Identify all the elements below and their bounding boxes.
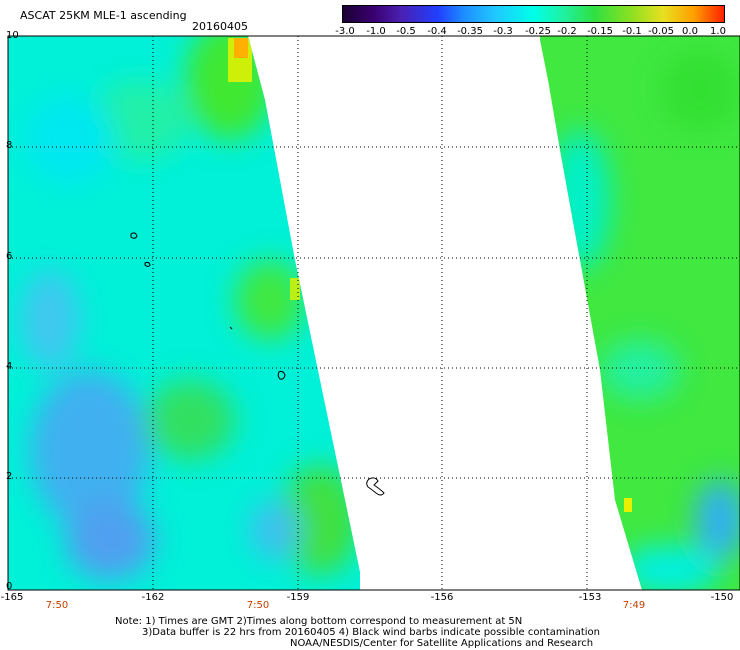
y-tick-label: 4 <box>6 361 13 372</box>
note-line-1: Note: 1) Times are GMT 2)Times along bot… <box>115 616 523 627</box>
colorbar-label: -0.2 <box>557 26 577 37</box>
y-tick-label: 10 <box>6 30 19 41</box>
note-line-2: 3)Data buffer is 22 hrs from 20160405 4)… <box>142 627 600 638</box>
colorbar-label: -3.0 <box>335 26 355 37</box>
x-tick-label: -153 <box>578 592 602 603</box>
x-tick-label: -162 <box>141 592 165 603</box>
time-label: 7:50 <box>45 600 69 611</box>
colorbar-label: -0.4 <box>427 26 447 37</box>
colorbar-label: 1.0 <box>710 26 726 37</box>
y-tick-label: 6 <box>6 251 13 262</box>
plot-frame <box>7 35 740 591</box>
note-line-3: NOAA/NESDIS/Center for Satellite Applica… <box>290 638 594 649</box>
colorbar-label: 0.0 <box>682 26 698 37</box>
colorbar-label: -0.15 <box>587 26 613 37</box>
colorbar-label: -0.25 <box>525 26 551 37</box>
island-outlines <box>130 232 385 496</box>
y-tick-label: 2 <box>6 471 13 482</box>
x-tick-label: -156 <box>430 592 454 603</box>
right-swath <box>540 36 740 590</box>
time-label: 7:49 <box>622 600 646 611</box>
colorbar-label: -0.3 <box>493 26 513 37</box>
colorbar-label: -0.1 <box>622 26 642 37</box>
product-date: 20160405 <box>192 20 248 33</box>
x-tick-label: -165 <box>0 592 24 603</box>
y-tick-label: 0 <box>6 581 13 592</box>
time-label: 7:50 <box>246 600 270 611</box>
product-title: ASCAT 25KM MLE-1 ascending <box>20 9 187 22</box>
colorbar-label: -1.0 <box>366 26 386 37</box>
x-tick-label: -159 <box>286 592 310 603</box>
x-tick-label: -150 <box>710 592 734 603</box>
colorbar-label: -0.5 <box>396 26 416 37</box>
colorbar <box>342 5 725 23</box>
y-tick-label: 8 <box>6 140 13 151</box>
colorbar-label: -0.05 <box>648 26 674 37</box>
left-swath <box>8 36 360 590</box>
graticule <box>8 36 740 590</box>
colorbar-label: -0.35 <box>457 26 483 37</box>
